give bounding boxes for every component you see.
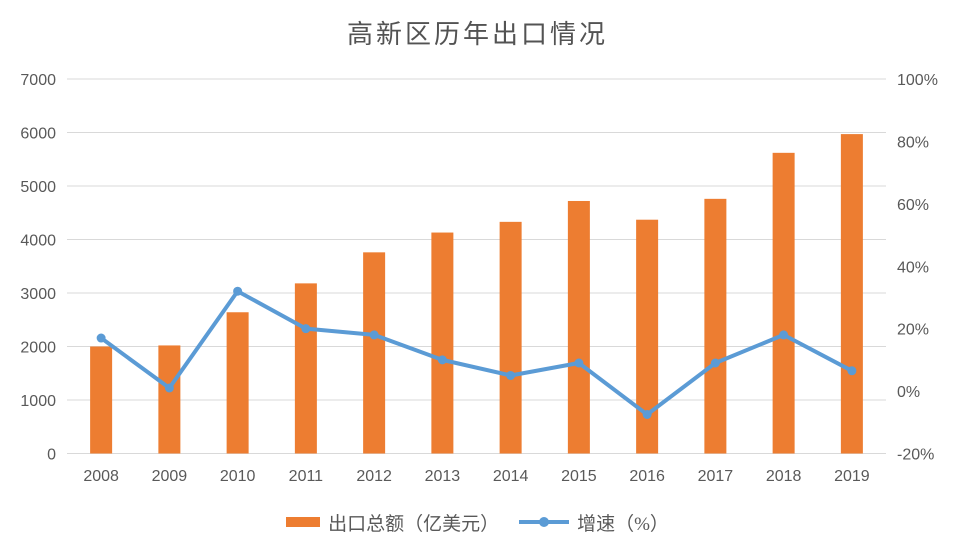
growth-point-2012 (369, 330, 379, 340)
chart-title: 高新区历年出口情况 (346, 20, 608, 49)
bar-2019 (840, 134, 863, 454)
y-axis-left-tick-label: 4000 (20, 233, 56, 250)
x-axis-label-2017: 2017 (698, 468, 734, 485)
y-axis-right-tick-label: 80% (897, 134, 929, 151)
x-axis-label-2009: 2009 (152, 468, 188, 485)
bar-2008 (90, 346, 113, 454)
growth-point-2018 (779, 330, 789, 340)
y-axis-right-tick-label: 40% (897, 259, 929, 276)
y-axis-left-tick-label: 2000 (20, 340, 56, 357)
bar-2015 (567, 200, 590, 454)
y-axis-right-tick-label: 100% (897, 72, 938, 89)
x-axis-label-2016: 2016 (629, 468, 665, 485)
growth-point-2010 (233, 286, 243, 296)
x-axis-label-2010: 2010 (220, 468, 256, 485)
legend: 出口总额（亿美元） 增速（%） (0, 511, 955, 535)
bar-2014 (499, 221, 522, 454)
x-axis-label-2012: 2012 (356, 468, 392, 485)
x-axis-label-2015: 2015 (561, 468, 597, 485)
y-axis-right-tick-label: 60% (897, 197, 929, 214)
bar-2017 (704, 198, 727, 454)
growth-point-2011 (301, 324, 311, 334)
y-axis-left-tick-label: 3000 (20, 286, 56, 303)
bar-2011 (294, 283, 317, 454)
plot-area: 0 1000 2000 3000 4000 5000 6000 7000 -20% 0% 20% 40… (20, 72, 938, 485)
bar-2010 (226, 312, 249, 454)
growth-point-2014 (506, 370, 516, 380)
legend-line-label: 增速（%） (577, 513, 669, 535)
y-axis-right-tick-label: -20% (897, 447, 934, 464)
growth-point-2013 (437, 355, 447, 365)
growth-point-2015 (574, 358, 584, 368)
y-axis-right-tick-label: 20% (897, 322, 929, 339)
x-axis-label-2013: 2013 (425, 468, 461, 485)
y-axis-left-tick-label: 6000 (20, 126, 56, 143)
x-axis-label-2008: 2008 (83, 468, 119, 485)
x-axis-label-2018: 2018 (766, 468, 802, 485)
growth-point-2009 (164, 383, 174, 393)
bar-2018 (772, 152, 795, 454)
bar-2013 (431, 232, 454, 454)
x-axis-label-2014: 2014 (493, 468, 529, 485)
legend-bar-label: 出口总额（亿美元） (328, 513, 500, 535)
bar-2016 (636, 219, 659, 454)
y-axis-left-tick-label: 7000 (20, 72, 56, 89)
y-axis-left-tick-label: 1000 (20, 393, 56, 410)
growth-line (99, 289, 854, 417)
y-axis-left-tick-label: 0 (47, 447, 56, 464)
x-axis-label-2019: 2019 (834, 468, 870, 485)
x-axis-label-2011: 2011 (289, 468, 324, 485)
y-axis-left-tick-label: 5000 (20, 179, 56, 196)
bar-2012 (363, 252, 386, 454)
growth-point-2008 (96, 333, 106, 343)
bar-2009 (158, 345, 181, 454)
y-axis-right-tick-label: 0% (897, 384, 920, 401)
legend-bar-swatch-icon (286, 517, 321, 527)
legend-line-marker-icon (539, 517, 550, 527)
growth-point-2016 (642, 409, 652, 419)
growth-point-2019 (847, 366, 857, 376)
legend-line-swatch-icon (519, 517, 570, 527)
growth-point-2017 (710, 358, 720, 368)
